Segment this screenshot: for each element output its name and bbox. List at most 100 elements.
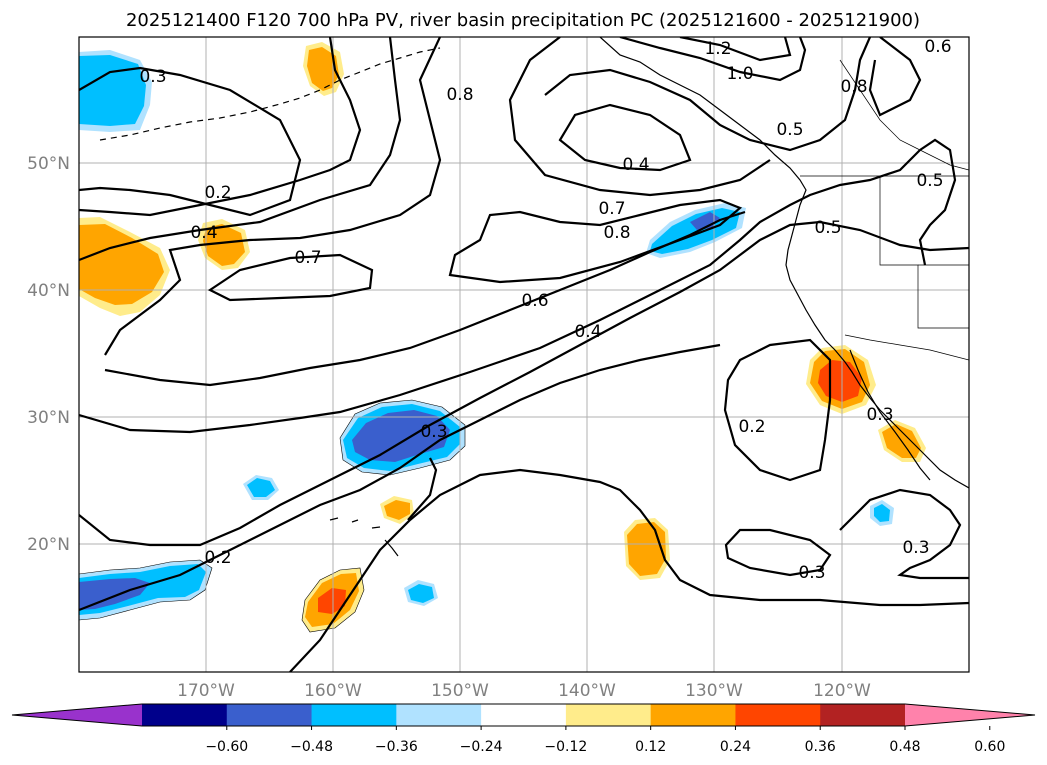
contour-label: 0.8 — [446, 85, 473, 105]
contour-label: 0.3 — [798, 563, 825, 583]
contour-line — [79, 220, 969, 547]
contour-line — [448, 198, 743, 284]
contour-line — [723, 338, 832, 482]
shaded-anomalies — [79, 42, 926, 632]
colorbar-tick-label: −0.12 — [544, 739, 587, 755]
lat-label: 50°N — [27, 154, 70, 174]
anomaly-region — [384, 500, 410, 520]
contour-line — [724, 528, 832, 577]
anomaly-region — [690, 212, 720, 230]
colorbar-extend-high — [905, 704, 1035, 726]
contour-line — [868, 37, 922, 117]
lon-label: 160°W — [304, 681, 362, 701]
map-title: 2025121400 F120 700 hPa PV, river basin … — [126, 10, 920, 31]
lat-label: 30°N — [27, 408, 70, 428]
contour-label: 0.5 — [776, 120, 803, 140]
contour-label: 0.3 — [902, 538, 929, 558]
contour-line — [407, 457, 438, 521]
anomaly-region — [307, 47, 339, 91]
anomaly-region — [408, 584, 434, 603]
contour-label: 0.3 — [866, 405, 893, 425]
colorbar-tick-label: −0.36 — [375, 739, 418, 755]
map-frame — [78, 36, 970, 673]
colorbar: −0.60 −0.48 −0.36 −0.24 −0.12 0.12 0.24 0.36 0.4… — [11, 703, 1036, 755]
map-area: 0.3 0.2 0.4 0.7 0.8 0.6 0.4 0.3 0.2 1.2 … — [79, 37, 969, 672]
colorbar-tick-label: 0.36 — [805, 739, 836, 755]
contour-line — [918, 138, 957, 266]
colorbar-tick-label: 0.12 — [635, 739, 666, 755]
colorbar-segment — [311, 704, 397, 726]
colorbar-segment — [565, 704, 652, 726]
contour-line — [79, 37, 362, 217]
colorbar-tick-label: 0.24 — [720, 739, 751, 755]
anomaly-outline — [339, 399, 466, 476]
contour-label: 0.2 — [204, 548, 231, 568]
shade-outlines — [79, 399, 466, 633]
contour-label: 0.6 — [521, 291, 548, 311]
contour-line — [619, 37, 807, 82]
contour-label: 0.4 — [622, 155, 649, 175]
colorbar-segment — [735, 704, 821, 726]
colorbar-outline — [11, 703, 1036, 727]
colorbar-segment — [226, 704, 313, 726]
anomaly-region — [79, 224, 164, 305]
lon-label: 140°W — [558, 681, 616, 701]
contour-line — [79, 66, 302, 217]
contour-label: 0.5 — [814, 218, 841, 238]
contour-label: 0.3 — [420, 422, 447, 442]
latitude-labels: 50°N 40°N 30°N 20°N — [27, 154, 70, 555]
anomaly-outline — [79, 559, 213, 621]
anomaly-region — [874, 504, 890, 522]
anomaly-region — [79, 55, 146, 126]
mexico-border — [844, 334, 969, 361]
contour-label: 0.8 — [840, 77, 867, 97]
anomaly-outline — [301, 567, 365, 633]
colorbar-tick-label: −0.60 — [205, 739, 248, 755]
contour-line — [839, 488, 969, 580]
longitude-labels: 170°W 160°W 150°W 140°W 130°W 120°W — [177, 681, 871, 701]
contour-labels: 0.3 0.2 0.4 0.7 0.8 0.6 0.4 0.3 0.2 1.2 … — [139, 37, 951, 583]
colorbar-tick-label: 0.48 — [889, 739, 920, 755]
colorbar-tick-label: 0.60 — [974, 739, 1005, 755]
lon-label: 120°W — [813, 681, 871, 701]
anomaly-region — [627, 522, 666, 576]
contour-line — [679, 37, 792, 62]
contour-label: 0.2 — [204, 183, 231, 203]
canada-border — [839, 59, 969, 171]
hawaii-islands — [329, 517, 399, 557]
north-america-coast — [599, 37, 969, 489]
contour-label: 0.7 — [294, 248, 321, 268]
contour-line — [508, 37, 771, 197]
contour-line — [79, 149, 921, 434]
contour-label: 0.4 — [190, 223, 217, 243]
colorbar-segment — [142, 704, 228, 726]
lon-label: 130°W — [685, 681, 743, 701]
contour-line — [79, 37, 402, 262]
anomaly-region — [318, 588, 346, 614]
contour-line — [79, 343, 721, 612]
baja-coast — [849, 349, 931, 481]
colorbar-segment — [820, 704, 906, 726]
colorbar-segment — [396, 704, 482, 726]
lat-label: 20°N — [27, 535, 70, 555]
contour-label: 0.2 — [738, 417, 765, 437]
contour-label: 0.4 — [574, 322, 601, 342]
contour-line — [544, 37, 872, 152]
contour-label: 0.5 — [916, 171, 943, 191]
colorbar-segment — [650, 704, 736, 726]
colorbar-tick-label: −0.48 — [290, 739, 333, 755]
anomaly-region — [247, 478, 275, 497]
aleutian-islands — [99, 47, 441, 141]
colorbar-tick-label: −0.24 — [460, 739, 503, 755]
anomaly-region — [203, 224, 245, 266]
contour-line — [558, 103, 692, 172]
contour-line — [104, 37, 442, 356]
contour-label: 1.2 — [704, 39, 731, 59]
lon-label: 150°W — [431, 681, 489, 701]
lat-label: 40°N — [27, 281, 70, 301]
lon-label: 170°W — [177, 681, 235, 701]
contour-label: 0.8 — [603, 223, 630, 243]
contour-label: 0.7 — [598, 199, 625, 219]
gridlines — [79, 37, 969, 672]
